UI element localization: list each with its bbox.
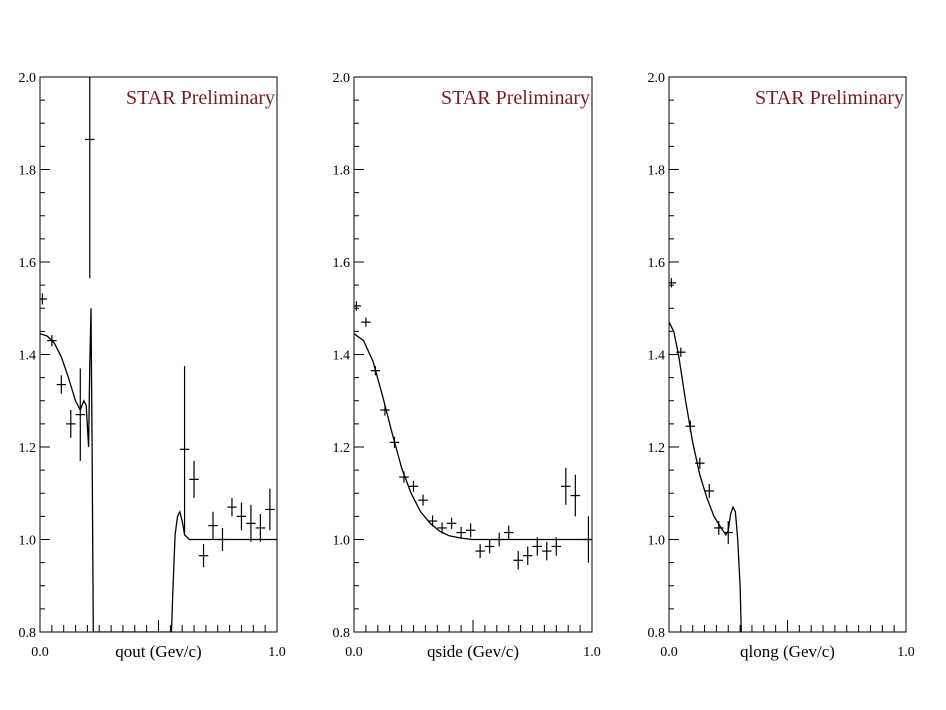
- star-preliminary-label: STAR Preliminary: [755, 87, 904, 109]
- data-point: [198, 544, 209, 568]
- data-point: [56, 375, 67, 394]
- data-point: [437, 522, 447, 534]
- star-preliminary-label: STAR Preliminary: [441, 87, 590, 109]
- x-tick-label: 0.0: [660, 645, 678, 660]
- data-point: [66, 410, 76, 438]
- y-tick-label: 1.8: [333, 164, 351, 179]
- y-tick-label: 0.8: [19, 626, 37, 641]
- plot-area: [40, 77, 277, 632]
- data-point: [227, 497, 237, 517]
- panel-qside: 0.8 1.0 1.2 1.4 1.6 1.8 2.0 0.0 1.0 qside (Gev/c)…: [333, 71, 601, 661]
- data-point: [85, 77, 95, 279]
- y-tick-label: 2.0: [333, 71, 351, 86]
- data-point: [418, 494, 428, 506]
- data-point: [389, 436, 400, 448]
- data-point: [494, 532, 504, 547]
- x-axis-label: qout (Gev/c): [115, 642, 201, 661]
- x-axis-label: qlong (Gev/c): [740, 642, 835, 661]
- data-point: [354, 301, 362, 311]
- y-tick-label: 1.0: [333, 534, 351, 549]
- data-point: [40, 293, 48, 305]
- data-point: [723, 521, 733, 545]
- data-point: [503, 525, 514, 540]
- plot-frame: [668, 76, 907, 633]
- data-point: [47, 335, 57, 347]
- data-point: [246, 504, 256, 542]
- x-tick-label: 1.0: [583, 645, 601, 660]
- fit-curve: [354, 333, 592, 541]
- y-tick-label: 0.8: [648, 626, 666, 641]
- y-tick-label: 1.4: [648, 349, 666, 364]
- data-point: [427, 515, 438, 527]
- y-tick-label: 2.0: [648, 71, 666, 86]
- data-point: [714, 521, 724, 535]
- data-point: [399, 471, 409, 483]
- y-tick-label: 1.0: [648, 534, 666, 549]
- data-point: [570, 474, 581, 517]
- data-point: [542, 541, 552, 561]
- data-point: [217, 527, 228, 552]
- data-point: [179, 366, 190, 533]
- data-point: [513, 551, 523, 570]
- data-point: [475, 544, 485, 558]
- data-point: [704, 484, 715, 498]
- y-tick-label: 2.0: [19, 71, 37, 86]
- panel-qlong: 0.8 1.0 1.2 1.4 1.6 1.8 2.0 0.0 1.0 qlong (Gev/c)…: [648, 71, 915, 661]
- data-point: [484, 539, 495, 554]
- data-point: [695, 457, 705, 469]
- panel-qout: 0.8 1.0 1.2 1.4 1.6 1.8 2.0 0.0 1.0 qout (Gev/c) S…: [19, 71, 286, 661]
- y-tick-label: 1.6: [333, 256, 351, 271]
- x-tick-label: 1.0: [897, 645, 915, 660]
- y-tick-label: 1.2: [648, 441, 666, 456]
- y-tick-label: 1.2: [333, 441, 351, 456]
- data-point: [532, 537, 543, 556]
- data-point: [669, 278, 677, 288]
- y-tick-label: 1.6: [19, 256, 37, 271]
- data-point: [561, 467, 571, 505]
- plot-frame: [39, 76, 278, 633]
- y-tick-label: 0.8: [333, 626, 351, 641]
- data-point: [408, 480, 419, 492]
- data-point: [370, 366, 381, 376]
- data-point: [676, 347, 686, 357]
- y-tick-label: 1.4: [333, 349, 351, 364]
- data-point: [685, 420, 696, 432]
- data-point: [522, 546, 533, 565]
- data-point: [380, 404, 390, 416]
- x-tick-label: 0.0: [345, 645, 363, 660]
- y-tick-label: 1.2: [19, 441, 37, 456]
- star-preliminary-label: STAR Preliminary: [126, 87, 275, 109]
- data-point: [361, 317, 371, 327]
- data-point: [75, 368, 86, 461]
- data-point: [456, 527, 466, 539]
- fit-curve: [40, 308, 277, 632]
- y-tick-label: 1.4: [19, 349, 37, 364]
- data-point: [265, 488, 275, 531]
- x-tick-label: 1.0: [268, 645, 286, 660]
- y-tick-label: 1.8: [648, 164, 666, 179]
- data-point: [255, 514, 266, 542]
- data-point: [236, 502, 247, 531]
- data-point: [583, 516, 592, 563]
- data-point: [446, 517, 457, 529]
- plot-area: [669, 278, 742, 632]
- data-point: [208, 511, 218, 540]
- x-axis-label: qside (Gev/c): [427, 642, 519, 661]
- data-point: [189, 460, 199, 498]
- y-tick-label: 1.8: [19, 164, 37, 179]
- x-tick-label: 0.0: [31, 645, 49, 660]
- plot-area: [354, 301, 592, 570]
- fit-curve: [669, 321, 742, 632]
- data-point: [551, 537, 562, 556]
- data-point: [465, 523, 476, 538]
- y-tick-label: 1.0: [19, 534, 37, 549]
- y-tick-label: 1.6: [648, 256, 666, 271]
